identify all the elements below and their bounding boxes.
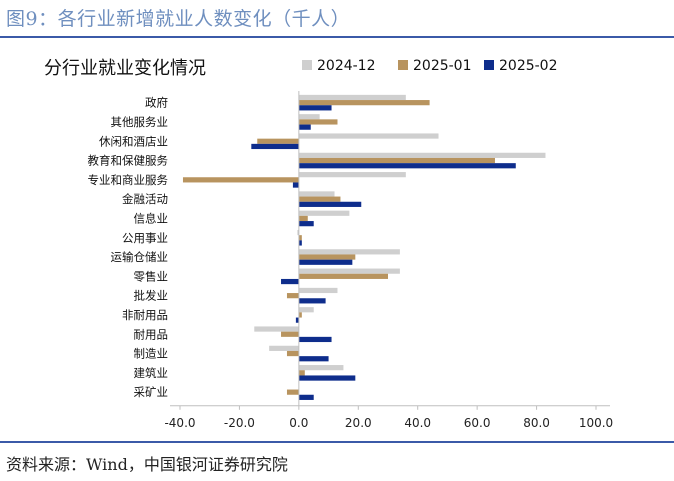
bar-2025-02-教育和保健服务 — [298, 163, 516, 169]
chart: 分行业就业变化情况 2024-12 2025-01 2025-02 政府其他服务业休… — [44, 58, 613, 430]
bar-2024-12-建筑业 — [298, 365, 344, 371]
bar-2025-02-金融活动 — [298, 201, 362, 207]
category-label: 批发业 — [134, 289, 169, 303]
bar-2024-12-其他服务业 — [298, 114, 320, 120]
category-label: 耐用品 — [134, 327, 169, 341]
legend: 2024-12 2025-01 2025-02 — [302, 58, 558, 74]
bar-2025-02-采矿业 — [298, 394, 314, 400]
bar-2024-12-零售业 — [298, 268, 400, 274]
bar-2025-01-零售业 — [298, 273, 388, 279]
bar-2024-12-专业和商业服务 — [298, 172, 406, 178]
bar-2025-02-制造业 — [298, 356, 329, 362]
bar-2024-12-制造业 — [269, 345, 299, 351]
bar-2025-02-零售业 — [281, 278, 299, 285]
x-tick-label: 60.0 — [464, 416, 491, 430]
bar-2025-02-专业和商业服务 — [292, 182, 299, 188]
bar-2025-01-非耐用品 — [298, 312, 302, 318]
category-label: 制造业 — [134, 347, 169, 361]
top-rule — [0, 36, 674, 38]
bar-2025-02-其他服务业 — [298, 124, 311, 130]
bar-2024-12-政府 — [298, 94, 406, 101]
bar-2025-02-休闲和酒店业 — [251, 143, 299, 150]
bar-2024-12-耐用品 — [254, 326, 299, 332]
legend-label-2024-12: 2024-12 — [317, 58, 376, 74]
legend-swatch-2024-12 — [302, 60, 312, 70]
bar-2025-01-建筑业 — [298, 370, 305, 376]
bar-2025-01-采矿业 — [286, 389, 299, 395]
bar-2025-02-政府 — [298, 105, 332, 111]
x-tick-label: 40.0 — [404, 416, 431, 430]
bar-2025-02-运输仓储业 — [298, 259, 353, 265]
category-label: 采矿业 — [134, 385, 169, 399]
x-tick-label: -40.0 — [164, 416, 195, 430]
x-tick-label: -20.0 — [224, 416, 255, 430]
bar-2025-01-公用事业 — [298, 235, 302, 241]
bar-2024-12-非耐用品 — [298, 307, 314, 313]
category-label: 金融活动 — [122, 192, 168, 206]
category-label: 零售业 — [134, 269, 169, 283]
bar-2025-01-教育和保健服务 — [298, 157, 495, 164]
bar-2025-01-政府 — [298, 100, 430, 106]
x-tick-label: 0.0 — [289, 416, 308, 430]
category-label: 教育和保健服务 — [88, 154, 169, 168]
plot-area: 政府其他服务业休闲和酒店业教育和保健服务专业和商业服务金融活动信息业公用事业运输… — [88, 91, 613, 430]
bar-2025-01-运输仓储业 — [298, 254, 356, 260]
bar-2025-01-制造业 — [286, 350, 299, 357]
figure-source: 资料来源：Wind，中国银河证券研究院 — [6, 455, 288, 474]
chart-title: 分行业就业变化情况 — [44, 58, 206, 79]
legend-label-2025-02: 2025-02 — [499, 58, 558, 74]
category-label: 运输仓储业 — [111, 250, 169, 264]
bar-2025-01-信息业 — [298, 215, 308, 222]
x-tick-label: 20.0 — [345, 416, 372, 430]
bar-2025-01-耐用品 — [281, 331, 299, 337]
category-label: 非耐用品 — [122, 308, 168, 322]
bar-2024-12-休闲和酒店业 — [298, 133, 439, 139]
bar-2025-02-耐用品 — [298, 336, 332, 343]
bar-2025-01-专业和商业服务 — [182, 177, 299, 183]
bar-2024-12-运输仓储业 — [298, 249, 400, 255]
bar-2025-01-金融活动 — [298, 196, 341, 202]
x-tick-label: 100.0 — [579, 416, 613, 430]
bar-2024-12-金融活动 — [298, 191, 335, 197]
category-label: 建筑业 — [134, 366, 169, 380]
legend-label-2025-01: 2025-01 — [413, 58, 472, 74]
bar-2025-01-其他服务业 — [298, 119, 338, 125]
bar-2025-01-批发业 — [286, 293, 299, 299]
bar-2024-12-公用事业 — [297, 229, 299, 236]
x-tick-label: 80.0 — [523, 416, 550, 430]
bar-2025-02-公用事业 — [298, 240, 302, 246]
category-label: 信息业 — [134, 211, 169, 225]
bar-2025-02-批发业 — [298, 298, 326, 304]
legend-swatch-2025-01 — [398, 60, 408, 70]
category-label: 休闲和酒店业 — [99, 134, 168, 148]
bar-2024-12-批发业 — [298, 287, 338, 294]
bottom-rule — [0, 441, 674, 443]
bar-2025-02-信息业 — [298, 221, 314, 227]
figure-title: 图9：各行业新增就业人数变化（千人） — [6, 8, 351, 30]
category-label: 专业和商业服务 — [88, 173, 169, 187]
bar-2024-12-教育和保健服务 — [298, 152, 546, 158]
bar-2025-02-非耐用品 — [295, 317, 299, 323]
bar-2025-01-休闲和酒店业 — [257, 138, 299, 144]
category-label: 政府 — [145, 96, 168, 110]
bar-2025-02-建筑业 — [298, 375, 356, 381]
legend-swatch-2025-02 — [484, 60, 494, 70]
category-label: 其他服务业 — [111, 115, 169, 129]
bar-2024-12-信息业 — [298, 210, 350, 216]
category-label: 公用事业 — [122, 231, 168, 245]
